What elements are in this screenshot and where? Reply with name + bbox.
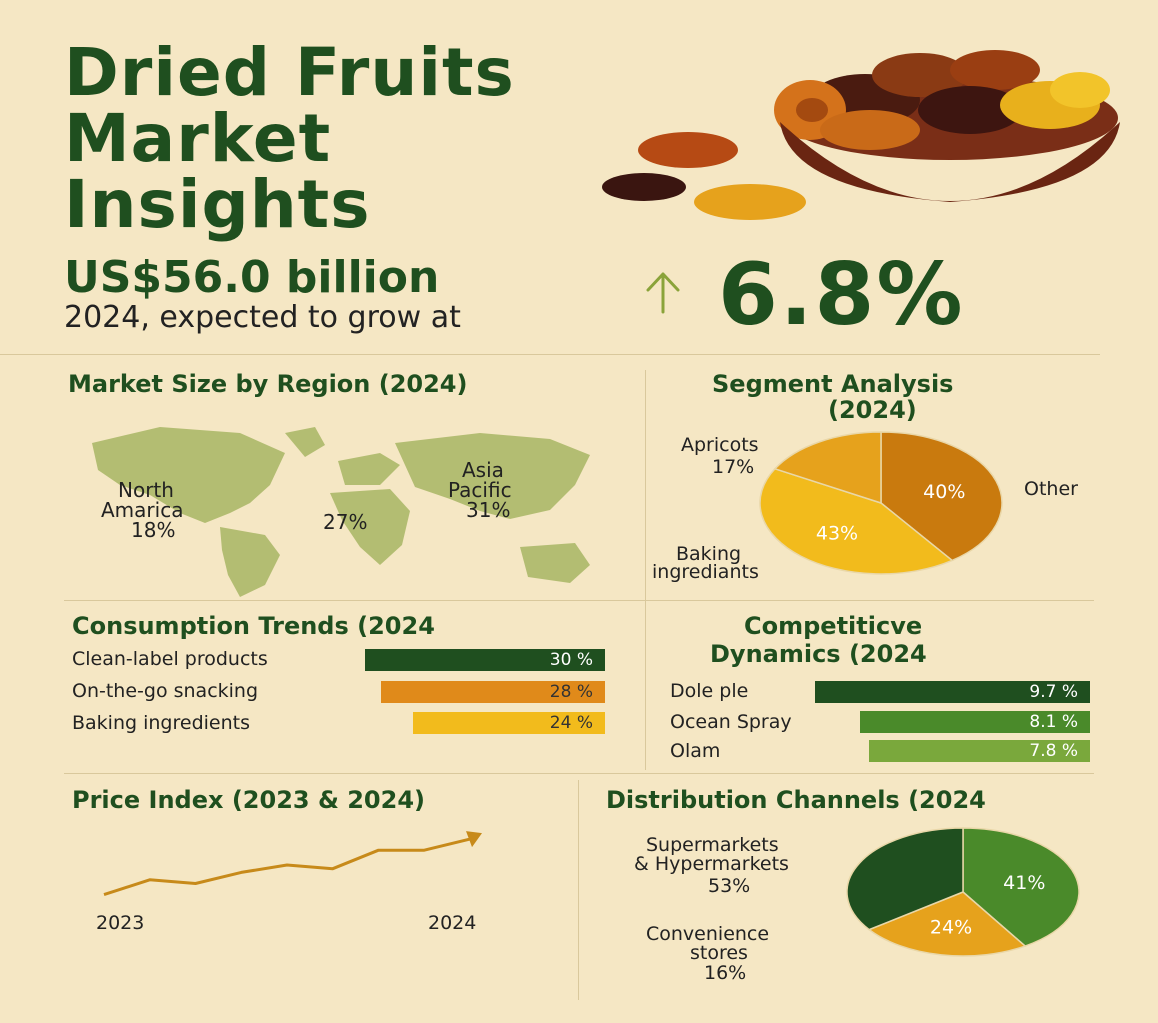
consumption-label: Baking ingredients	[72, 712, 250, 734]
segment-label-apricots: Apricots	[681, 434, 759, 456]
price-x-start: 2023	[96, 912, 145, 934]
region-title: Market Size by Region (2024)	[68, 370, 468, 398]
competitive-label: Ocean Spray	[670, 711, 792, 733]
arrow-head-icon	[466, 831, 482, 848]
dried-fruit-bowl-illustration	[602, 50, 1120, 220]
competitive-label: Dole ple	[670, 680, 749, 702]
consumption-value: 24 %	[549, 713, 593, 733]
segment-pie-label: 43%	[816, 522, 858, 544]
distribution-pie-chart: 41% 24%	[846, 827, 1080, 957]
price-series-line	[103, 837, 471, 897]
north-america-shape	[92, 427, 285, 523]
market-subtitle: 2024, expected to grow at	[64, 300, 461, 335]
consumption-bar	[381, 681, 605, 703]
up-arrow-icon	[646, 272, 680, 314]
competitive-value: 7.8 %	[1029, 741, 1078, 761]
segment-label-baking-line2: ingrediants	[652, 561, 759, 583]
world-map	[92, 427, 590, 597]
region-label-na-line1: North	[118, 478, 174, 502]
pie-slice	[773, 431, 882, 505]
title-line-3: Insights	[64, 166, 371, 243]
segment-label-other: Other	[1024, 478, 1078, 500]
competitive-title-line1: Competiticve	[744, 612, 923, 640]
distribution-label-super-line1: Supermarkets	[646, 834, 779, 856]
title-line-2: Market	[64, 100, 332, 177]
distribution-label-super-line2: & Hypermarkets	[634, 853, 789, 875]
competitive-value: 9.7 %	[1029, 682, 1078, 702]
prune-icon	[602, 173, 686, 201]
market-value: US$56.0 billion	[64, 252, 440, 303]
competitive-value: 8.1 %	[1029, 712, 1078, 732]
consumption-bar	[365, 649, 605, 671]
competitive-label: Olam	[670, 740, 721, 762]
price-title: Price Index (2023 & 2024)	[72, 786, 425, 814]
consumption-title: Consumption Trends (2024	[72, 612, 435, 640]
region-label-na-line2: Amarica	[101, 498, 184, 522]
divider	[0, 354, 1100, 355]
consumption-value: 28 %	[549, 682, 593, 702]
region-value-ap: 31%	[466, 498, 511, 522]
segment-title-line2: (2024)	[828, 396, 917, 424]
south-america-shape	[220, 527, 280, 597]
prune-icon	[918, 86, 1022, 134]
region-value-europe-africa: 27%	[323, 510, 368, 534]
europe-shape	[338, 453, 400, 485]
competitive-bar	[869, 740, 1090, 762]
consumption-bar	[413, 712, 605, 734]
pie-slice	[846, 827, 964, 931]
region-label-ap-line2: Pacific	[448, 478, 512, 502]
apricot-icon	[694, 184, 806, 220]
pie-slice	[867, 891, 1027, 957]
divider	[64, 773, 1094, 774]
apricot-icon	[820, 110, 920, 150]
segment-pie-label: 40%	[923, 481, 965, 503]
distribution-pct-super: 53%	[708, 875, 751, 897]
segment-pie-chart: 40% 43%	[759, 431, 1003, 575]
distribution-pie-label: 24%	[930, 917, 972, 939]
price-line-chart	[103, 831, 482, 897]
price-x-end: 2024	[428, 912, 477, 934]
pie-slice	[759, 467, 954, 575]
asia-shape	[395, 433, 590, 519]
date-icon	[950, 50, 1040, 90]
segment-title-line1: Segment Analysis	[712, 370, 954, 398]
divider	[645, 370, 646, 770]
competitive-title-line2: Dynamics (2024	[710, 640, 927, 668]
africa-shape	[330, 489, 410, 565]
competitive-bar	[860, 711, 1090, 733]
consumption-value: 30 %	[549, 650, 593, 670]
distribution-pie-label: 41%	[1003, 872, 1045, 894]
segment-label-baking-line1: Baking	[676, 543, 742, 565]
growth-rate: 6.8%	[718, 245, 965, 345]
region-label-ap-line1: Asia	[462, 458, 504, 482]
distribution-pct-conv: 16%	[704, 962, 747, 984]
apricot-icon	[638, 132, 738, 168]
australia-shape	[520, 543, 590, 583]
distribution-label-conv-line2: stores	[690, 942, 748, 964]
region-value-na: 18%	[131, 518, 176, 542]
consumption-label: Clean-label products	[72, 648, 268, 670]
segment-pct-apricots: 17%	[712, 456, 755, 478]
pie-slice	[880, 431, 1003, 562]
competitive-bar	[815, 681, 1090, 703]
consumption-label: On-the-go snacking	[72, 680, 259, 702]
date-icon	[872, 53, 968, 97]
distribution-title: Distribution Channels (2024	[606, 786, 986, 814]
distribution-label-conv-line1: Convenience	[646, 923, 770, 945]
divider	[64, 600, 1094, 601]
title-line-1: Dried Fruits	[64, 34, 515, 111]
divider	[578, 780, 579, 1000]
